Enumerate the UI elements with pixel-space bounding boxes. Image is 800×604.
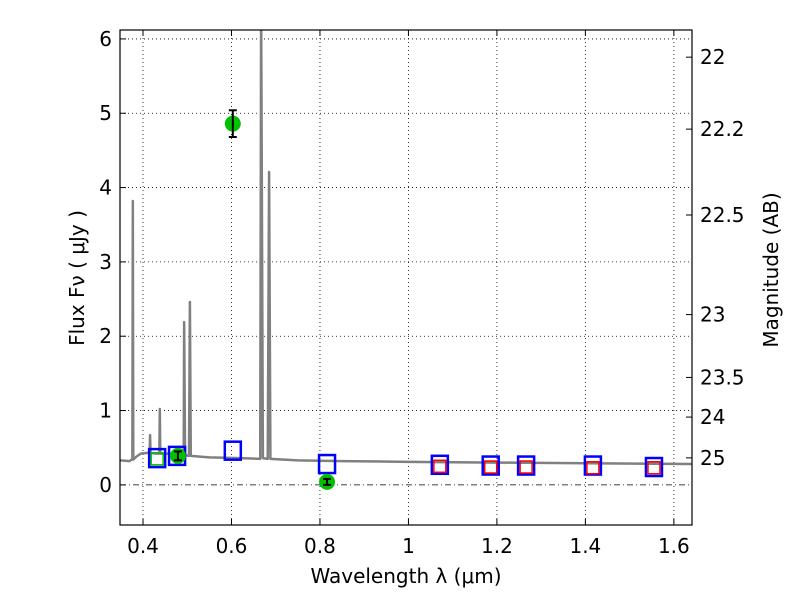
model-photometry-square bbox=[317, 453, 337, 475]
photometry-small-square bbox=[150, 452, 164, 466]
y-tick-label: 4 bbox=[99, 176, 112, 200]
y-tick-label: 0 bbox=[99, 473, 112, 497]
y-tick-label: 3 bbox=[99, 250, 112, 274]
axes-frame bbox=[119, 29, 693, 526]
photometry-small-square bbox=[586, 461, 600, 475]
x-tick-label: 1.6 bbox=[658, 534, 690, 558]
model-photometry-square bbox=[430, 454, 450, 476]
right-tick-label: 22.2 bbox=[700, 117, 745, 141]
right-tick-label: 22.5 bbox=[700, 203, 745, 227]
model-photometry-square bbox=[481, 455, 500, 476]
ticks: 0.4 0.6 0.8 1 1.2 1.4 1.601234562222.222.52323… bbox=[99, 27, 744, 558]
x-tick-label: 0.8 bbox=[304, 534, 336, 558]
y-axis-label: Flux Fν ( μJy ) bbox=[65, 210, 89, 346]
x-tick-label: 1.2 bbox=[481, 534, 513, 558]
model-photometry-square bbox=[147, 447, 167, 469]
photometry-small-square bbox=[483, 460, 498, 474]
right-tick-label: 24 bbox=[700, 405, 725, 429]
x-axis-label: Wavelength λ (μm) bbox=[310, 564, 501, 588]
x-tick-label: 1.4 bbox=[569, 534, 601, 558]
right-tick-label: 22 bbox=[700, 45, 725, 69]
x-tick-label: 1 bbox=[402, 534, 415, 558]
y-tick-label: 6 bbox=[99, 27, 112, 51]
model-photometry-square bbox=[223, 440, 243, 461]
model-photometry-square bbox=[644, 456, 664, 478]
y-tick-label: 2 bbox=[99, 324, 112, 348]
y-tick-label: 5 bbox=[99, 101, 112, 125]
x-tick-label: 0.6 bbox=[216, 534, 248, 558]
photometry-small-square bbox=[647, 461, 661, 475]
right-axis-label: Magnitude (AB) bbox=[759, 192, 783, 347]
x-tick-label: 0.4 bbox=[127, 534, 159, 558]
y-tick-label: 1 bbox=[99, 399, 112, 423]
photometry-small-square bbox=[433, 459, 447, 474]
model-photometry-square bbox=[583, 455, 603, 476]
model-photometry-square bbox=[516, 455, 536, 476]
right-tick-label: 23 bbox=[700, 303, 725, 327]
photometry-small-square bbox=[519, 460, 533, 474]
spectrum-line bbox=[120, 30, 692, 466]
grid bbox=[120, 30, 692, 525]
plot-area bbox=[120, 30, 692, 490]
right-tick-label: 25 bbox=[700, 446, 725, 470]
right-tick-label: 23.5 bbox=[700, 365, 745, 389]
